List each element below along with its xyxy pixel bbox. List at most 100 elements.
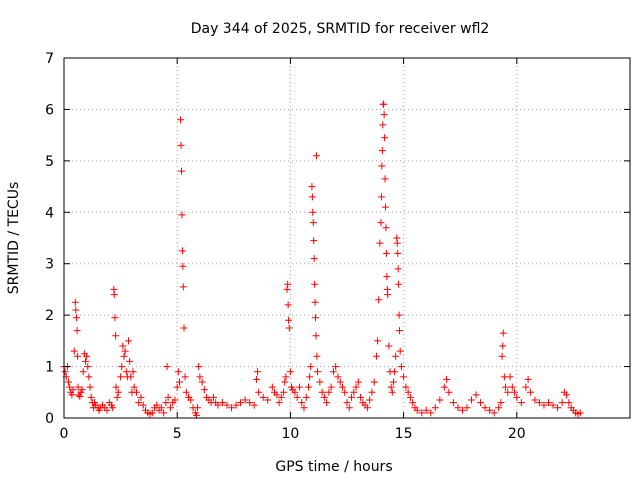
data-point [380, 111, 388, 119]
data-point [563, 391, 571, 399]
data-point [85, 373, 93, 381]
data-point [209, 393, 217, 401]
data-point [508, 383, 516, 391]
data-point [445, 388, 453, 396]
data-point [531, 396, 539, 404]
data-point [264, 396, 272, 404]
data-point [285, 316, 293, 324]
data-point [223, 401, 231, 409]
data-point [392, 352, 400, 360]
data-point [87, 393, 95, 401]
data-point [463, 404, 471, 412]
data-point [397, 363, 405, 371]
data-point [286, 368, 294, 376]
data-point [178, 211, 186, 219]
data-point [394, 249, 402, 257]
data-point [443, 375, 451, 383]
data-point [174, 368, 182, 376]
data-point [232, 401, 240, 409]
data-point [273, 391, 281, 399]
data-point [313, 352, 321, 360]
data-point [284, 301, 292, 309]
plot-frame [63, 57, 631, 419]
data-point [352, 383, 360, 391]
data-point [113, 393, 121, 401]
data-point [130, 383, 138, 391]
data-point [103, 406, 111, 414]
data-point [255, 388, 263, 396]
data-point [268, 383, 276, 391]
data-point [486, 406, 494, 414]
data-point [285, 324, 293, 332]
data-point [125, 337, 133, 345]
data-point [554, 404, 562, 412]
data-point [381, 134, 389, 142]
data-point [544, 399, 552, 407]
data-point [312, 152, 320, 160]
data-point [526, 388, 534, 396]
data-point [370, 378, 378, 386]
x-tick-label: 20 [508, 426, 526, 442]
data-point [472, 391, 480, 399]
data-point [295, 383, 303, 391]
data-point [214, 401, 222, 409]
data-point [117, 373, 125, 381]
data-point [162, 399, 170, 407]
data-point [316, 378, 324, 386]
data-point [499, 329, 507, 337]
data-point [376, 239, 384, 247]
data-point [343, 399, 351, 407]
data-point [194, 404, 202, 412]
data-point [160, 409, 168, 417]
data-point [110, 291, 118, 299]
data-point [281, 378, 289, 386]
data-point [382, 224, 390, 232]
data-point [440, 383, 448, 391]
data-point [112, 332, 120, 340]
data-point [282, 373, 290, 381]
data-point [458, 406, 466, 414]
y-axis-label: SRMTID / TECUs [6, 182, 22, 295]
data-point [499, 342, 507, 350]
data-point [409, 399, 417, 407]
data-point [308, 183, 316, 191]
data-point [175, 378, 183, 386]
data-point [302, 393, 310, 401]
data-point [329, 368, 337, 376]
data-point [181, 373, 189, 381]
data-point [309, 208, 317, 216]
data-point [237, 399, 245, 407]
data-point [306, 373, 314, 381]
data-point [318, 388, 326, 396]
data-point [422, 406, 430, 414]
data-point [305, 383, 313, 391]
data-point [173, 383, 181, 391]
data-point [558, 399, 566, 407]
data-point [310, 237, 318, 245]
data-point [157, 404, 165, 412]
data-point [431, 404, 439, 412]
data-point [501, 383, 509, 391]
data-point [312, 332, 320, 340]
data-point [383, 273, 391, 281]
y-tick-label: 2 [45, 308, 54, 324]
data-point [73, 327, 81, 335]
x-tick-label: 0 [60, 426, 69, 442]
y-tick-label: 0 [45, 411, 54, 427]
data-point [65, 378, 73, 386]
data-point [427, 409, 435, 417]
data-point [252, 375, 260, 383]
data-point [384, 291, 392, 299]
axis-ticks: 0 5 10 15 20 0 1 2 3 4 5 6 7 [45, 51, 630, 442]
data-point [413, 406, 421, 414]
data-point [72, 314, 80, 322]
data-point [74, 383, 82, 391]
y-tick-label: 6 [45, 102, 54, 118]
data-point [332, 363, 340, 371]
data-point [180, 324, 188, 332]
x-axis-label: GPS time / hours [275, 459, 392, 475]
data-point [112, 383, 120, 391]
data-point [454, 404, 462, 412]
data-point [524, 375, 532, 383]
data-point [366, 396, 374, 404]
